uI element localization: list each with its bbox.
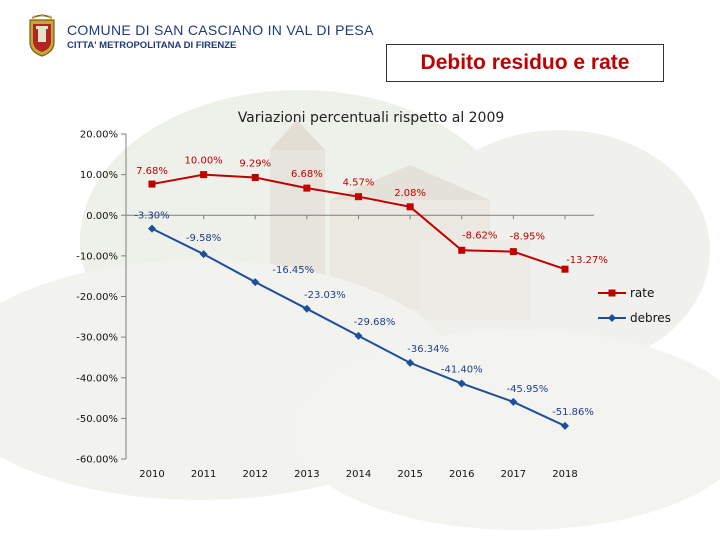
series-rate-marker — [251, 174, 259, 182]
data-label: 10.00% — [185, 156, 223, 167]
crest-icon — [29, 14, 55, 57]
x-tick-label: 2016 — [449, 469, 474, 480]
data-label: 9.29% — [239, 159, 271, 170]
legend-label-rate: rate — [630, 286, 654, 300]
data-label: -51.86% — [552, 407, 594, 418]
y-tick-label: 0.00% — [86, 211, 118, 222]
axes: 20.00% 10.00% 0.00% -10.00% -20.00% -30.00% -4… — [76, 130, 594, 480]
y-tick-label: -20.00% — [76, 292, 118, 303]
series-rate-line — [151, 173, 566, 271]
series-debres-marker — [457, 379, 466, 388]
y-tick-label: -30.00% — [76, 333, 118, 344]
chart-title: Variazioni percentuali rispetto al 2009 — [238, 110, 505, 126]
series-debres-marker — [354, 331, 363, 340]
series-debres: -3.30% -9.58% -16.45% -23.03% -29.68% -36.34%… — [134, 211, 594, 430]
data-label: 7.68% — [136, 166, 168, 177]
series-rate-marker — [303, 184, 311, 192]
y-tick-label: -50.00% — [76, 414, 118, 425]
series-rate-marker — [406, 203, 414, 211]
legend-marker-rate — [608, 289, 616, 297]
data-label: -8.62% — [462, 230, 497, 241]
data-label: 2.08% — [394, 188, 426, 199]
series-debres-marker — [199, 250, 208, 259]
series-rate-marker — [509, 248, 517, 256]
legend-label-debres: debres — [630, 311, 671, 325]
data-label: -9.58% — [186, 233, 221, 244]
data-label: -36.34% — [407, 344, 449, 355]
slide-title-box: Debito residuo e rate — [386, 44, 664, 82]
data-label: -16.45% — [272, 265, 314, 276]
series-rate: 7.68% 10.00% 9.29% 6.68% 4.57% 2.08% -8.62% -8.… — [136, 156, 608, 273]
legend-marker-debres — [608, 314, 616, 322]
data-label: -3.30% — [134, 211, 169, 222]
data-label: -29.68% — [354, 317, 396, 328]
x-tick-label: 2015 — [397, 469, 422, 480]
series-debres-marker — [406, 358, 415, 367]
x-tick-label: 2012 — [243, 469, 268, 480]
x-tick-label: 2014 — [346, 469, 371, 480]
slide-title: Debito residuo e rate — [420, 51, 630, 74]
x-tick-label: 2017 — [501, 469, 526, 480]
data-label: -45.95% — [507, 384, 549, 395]
y-tick-label: -10.00% — [76, 251, 118, 262]
municipality-name: COMUNE DI SAN CASCIANO IN VAL DI PESA — [67, 22, 374, 38]
x-tick-label: 2013 — [294, 469, 319, 480]
series-debres-marker — [251, 278, 260, 287]
series-rate-marker — [458, 246, 466, 254]
y-tick-label: 20.00% — [80, 130, 118, 141]
legend: rate debres — [598, 286, 671, 325]
x-tick-label: 2018 — [552, 469, 577, 480]
metro-city-name: CITTA' METROPOLITANA DI FIRENZE — [67, 40, 237, 51]
series-rate-marker — [200, 171, 208, 179]
x-tick-label: 2010 — [139, 469, 164, 480]
data-label: -13.27% — [566, 255, 608, 266]
data-label: -8.95% — [510, 232, 545, 243]
series-rate-marker — [355, 193, 362, 201]
series-debres-marker — [509, 397, 518, 406]
series-debres-marker — [302, 304, 311, 313]
y-tick-label: -60.00% — [76, 455, 118, 466]
series-debres-marker — [561, 421, 569, 430]
x-tick-label: 2011 — [191, 469, 216, 480]
series-debres-marker — [148, 224, 156, 233]
y-tick-label: -40.00% — [76, 373, 118, 384]
data-label: -23.03% — [304, 290, 346, 301]
data-label: 4.57% — [343, 178, 375, 189]
series-rate-marker — [561, 265, 569, 273]
y-tick-label: 10.00% — [80, 170, 118, 181]
data-label: -41.40% — [441, 364, 483, 375]
data-label: 6.68% — [291, 169, 323, 180]
series-rate-marker — [148, 180, 156, 188]
